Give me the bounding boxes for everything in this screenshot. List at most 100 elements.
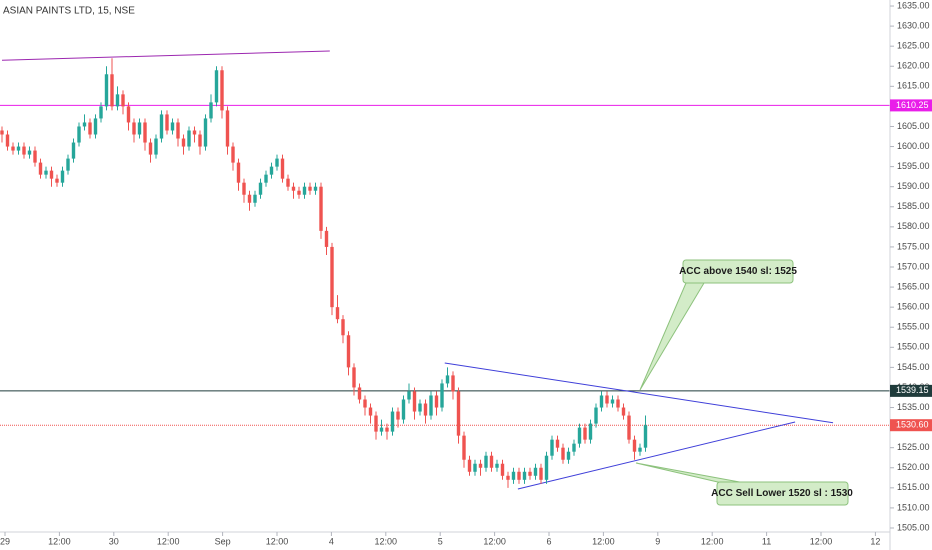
- candle-body: [401, 399, 406, 420]
- candle-body: [445, 375, 450, 384]
- candle-body: [275, 158, 279, 167]
- x-tick-label: 12:00: [157, 536, 180, 546]
- candle-body: [412, 391, 417, 412]
- candle-body: [280, 158, 285, 179]
- candle-body: [467, 459, 472, 472]
- candle-body: [126, 106, 131, 123]
- candle-body: [566, 451, 571, 460]
- candle-body: [462, 435, 466, 460]
- candle-body: [632, 439, 637, 452]
- y-tick-label: 1520.00: [897, 462, 930, 472]
- callout-text: ACC Sell Lower 1520 sl : 1530: [711, 488, 853, 499]
- candle-body: [55, 178, 59, 183]
- candle-body: [506, 475, 510, 480]
- candle-body: [627, 415, 631, 440]
- candle-body: [319, 186, 323, 231]
- x-tick-label: 29: [0, 536, 10, 546]
- y-tick-label: 1545.00: [897, 362, 930, 372]
- level-label-box: [890, 419, 932, 432]
- candle-body: [11, 146, 15, 151]
- y-tick-label: 1525.00: [897, 442, 930, 452]
- candle-body: [407, 391, 411, 400]
- y-tick-label: 1505.00: [897, 522, 930, 532]
- candle-body: [577, 427, 582, 444]
- x-tick-label: 12:00: [701, 536, 724, 546]
- candle-body: [313, 186, 318, 191]
- x-tick-label: 9: [655, 536, 660, 546]
- y-tick-label: 1625.00: [897, 41, 930, 51]
- y-tick-label: 1630.00: [897, 20, 930, 30]
- x-tick-label: 4: [329, 536, 334, 546]
- candle-body: [357, 387, 362, 400]
- candle-body: [165, 114, 169, 131]
- y-tick-label: 1595.00: [897, 161, 930, 171]
- candle-body: [49, 170, 54, 179]
- candle-body: [214, 70, 219, 103]
- candle-body: [269, 166, 274, 175]
- candle-body: [484, 455, 488, 468]
- y-tick-label: 1555.00: [897, 322, 930, 332]
- trend-line: [444, 362, 834, 424]
- candle-body: [495, 463, 499, 468]
- y-tick-label: 1600.00: [897, 141, 930, 151]
- candle-body: [522, 471, 527, 480]
- candle-body: [143, 122, 147, 143]
- candle-body: [561, 447, 565, 460]
- candle-body: [429, 395, 433, 416]
- candle-body: [181, 138, 186, 147]
- candle-body: [599, 395, 604, 408]
- candle-body: [473, 463, 477, 472]
- candle-body: [187, 130, 191, 147]
- candle-body: [324, 230, 329, 247]
- y-tick-label: 1550.00: [897, 342, 930, 352]
- candle-body: [154, 138, 158, 155]
- candle-body: [170, 122, 175, 131]
- candle-body: [489, 455, 494, 468]
- candle-body: [478, 463, 483, 468]
- candle-body: [610, 399, 615, 404]
- trend-line: [517, 421, 796, 490]
- candle-body: [550, 439, 554, 456]
- candle-body: [308, 186, 312, 191]
- candle-body: [104, 74, 109, 107]
- x-tick-label: 6: [546, 536, 551, 546]
- level-label: 1539.15: [896, 385, 929, 395]
- candle-body: [605, 395, 609, 404]
- candle-body: [16, 146, 21, 151]
- candle-body: [616, 399, 620, 408]
- candle-body: [77, 126, 81, 143]
- plot-area: [0, 50, 890, 490]
- candle-body: [93, 118, 98, 135]
- candle-body: [159, 114, 164, 139]
- candle-body: [27, 150, 32, 155]
- candle-body: [451, 375, 455, 392]
- y-tick-label: 1585.00: [897, 201, 930, 211]
- candle-body: [192, 130, 197, 135]
- candle-body: [643, 425, 648, 448]
- candle-body: [352, 367, 356, 388]
- candle-body: [247, 194, 252, 203]
- level-label: 1610.25: [896, 100, 929, 110]
- candle-body: [423, 403, 428, 416]
- candle-body: [60, 170, 65, 183]
- y-tick-label: 1510.00: [897, 502, 930, 512]
- x-tick-label: 12:00: [592, 536, 615, 546]
- candle-body: [302, 186, 307, 195]
- candle-body: [330, 246, 334, 308]
- y-tick-label: 1560.00: [897, 302, 930, 312]
- y-tick-label: 1620.00: [897, 61, 930, 71]
- y-tick-label: 1565.00: [897, 281, 930, 291]
- x-tick-label: 12: [870, 536, 880, 546]
- candle-body: [539, 467, 543, 480]
- candle-body: [341, 319, 345, 336]
- candle-body: [500, 463, 505, 476]
- candle-body: [203, 118, 208, 147]
- x-tick-label: 30: [109, 536, 119, 546]
- x-tick-label: 5: [438, 536, 443, 546]
- candle-body: [434, 395, 439, 408]
- candle-body: [533, 467, 538, 476]
- x-tick-label: 12:00: [375, 536, 398, 546]
- x-tick-label: 12:00: [483, 536, 506, 546]
- candle-body: [440, 383, 444, 408]
- candle-body: [396, 411, 400, 420]
